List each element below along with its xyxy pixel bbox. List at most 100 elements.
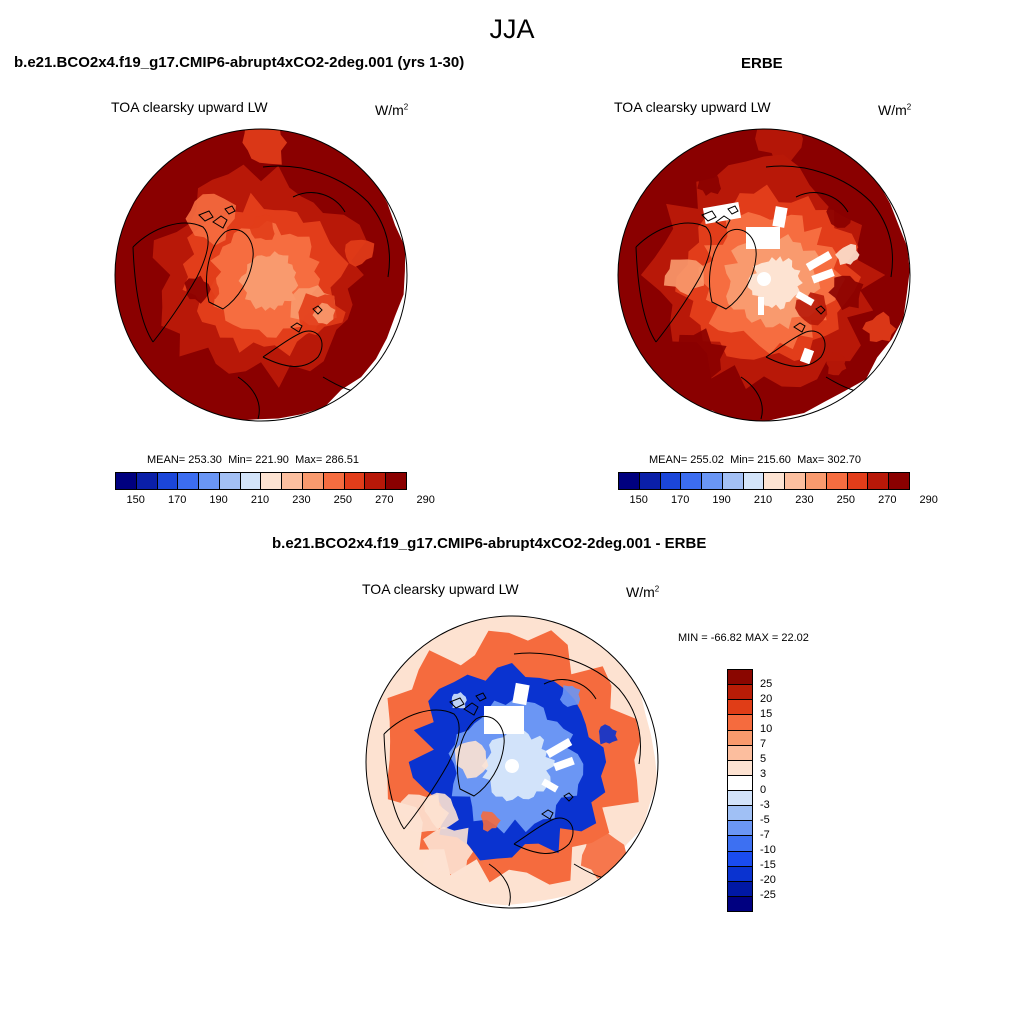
colorbar-tick-label: 190 — [712, 494, 731, 506]
colorbar-box — [728, 730, 752, 746]
coastline — [541, 792, 574, 820]
colorbar-box — [219, 473, 241, 489]
field-patch — [422, 826, 474, 879]
field-patch — [540, 853, 560, 873]
colorbar-box — [728, 836, 752, 852]
colorbar-box — [728, 760, 752, 776]
field-patch — [330, 345, 349, 366]
coastline — [793, 305, 826, 333]
colorbar-box — [639, 473, 661, 489]
colorbar-box — [728, 806, 752, 822]
colorbar-box — [240, 473, 262, 489]
obs-case-title: ERBE — [741, 55, 783, 72]
field-patch — [697, 168, 721, 196]
colorbar-tick-label: -20 — [760, 873, 776, 886]
model-max: 286.51 — [325, 454, 359, 466]
colorbar-box — [178, 473, 200, 489]
colorbar-tick-label: 0 — [760, 783, 767, 796]
missing-data-patch — [553, 756, 575, 772]
diff-units-label: W/m2 — [626, 584, 660, 600]
missing-data-patch — [772, 206, 788, 228]
map-boundary — [114, 128, 408, 422]
colorbar-tick-label: 190 — [209, 494, 228, 506]
colorbar-box — [743, 473, 765, 489]
field-patch — [828, 275, 864, 311]
colorbar-box — [785, 473, 807, 489]
obs-colorbar — [618, 472, 910, 490]
coastline — [206, 229, 254, 310]
coastline — [765, 330, 826, 367]
field-patch — [344, 239, 375, 267]
field-band — [238, 251, 299, 311]
colorbar-tick-label: 250 — [333, 494, 353, 506]
colorbar-box — [826, 473, 848, 489]
obs-polar-map — [617, 128, 911, 422]
field-patch — [312, 302, 336, 325]
colorbar-tick-label: 170 — [670, 494, 690, 506]
obs-units-label: W/m2 — [878, 102, 912, 118]
obs-variable-label: TOA clearsky upward LW — [614, 99, 771, 115]
field-patch — [835, 243, 860, 265]
model-min: 221.90 — [255, 454, 289, 466]
coastline — [765, 165, 893, 278]
diff-stats: MIN = -66.82 MAX = 22.02 — [678, 632, 809, 644]
map-boundary — [365, 615, 659, 909]
missing-data-patch — [805, 251, 833, 271]
colorbar-tick-label: 7 — [760, 738, 767, 751]
coastline — [198, 205, 236, 229]
missing-data-patch — [811, 268, 835, 284]
obs-min: 215.60 — [757, 454, 791, 466]
colorbar-tick-label: 290 — [919, 494, 938, 506]
field-patch — [669, 328, 727, 386]
diff-polar-map — [365, 615, 659, 909]
coastline — [383, 709, 460, 830]
colorbar-box — [728, 866, 752, 882]
field-patch — [862, 311, 897, 342]
coastline — [457, 716, 505, 797]
field-patch — [424, 792, 459, 829]
colorbar-tick-label: 270 — [375, 494, 394, 506]
field-patch — [663, 259, 704, 296]
coastline — [513, 652, 641, 765]
colorbar-box — [728, 896, 752, 911]
colorbar-box — [116, 473, 137, 489]
colorbar-tick-label: 270 — [878, 494, 897, 506]
colorbar-tick-label: 290 — [416, 494, 435, 506]
model-case-title: b.e21.BCO2x4.f19_g17.CMIP6-abrupt4xCO2-2… — [14, 54, 465, 71]
missing-data-patch — [541, 778, 559, 793]
colorbar-box — [722, 473, 744, 489]
coastline — [290, 305, 323, 333]
colorbar-box — [728, 670, 752, 686]
colorbar-tick-label: 10 — [760, 723, 773, 736]
colorbar-box — [889, 473, 909, 489]
model-polar-map — [114, 128, 408, 422]
pole-hole — [757, 272, 771, 286]
colorbar-tick-label: -5 — [760, 813, 770, 826]
colorbar-box — [386, 473, 406, 489]
field-patch — [826, 194, 856, 228]
colorbar-tick-label: 210 — [250, 494, 270, 506]
colorbar-box — [868, 473, 890, 489]
diff-colorbar — [727, 669, 753, 912]
field-band — [748, 256, 803, 310]
colorbar-box — [728, 881, 752, 897]
missing-data-patch — [758, 297, 764, 315]
colorbar-tick-label: -15 — [760, 858, 776, 871]
colorbar-tick-label: 25 — [760, 678, 773, 691]
missing-data-patch — [484, 706, 524, 734]
colorbar-box — [728, 685, 752, 701]
colorbar-box — [157, 473, 179, 489]
diff-max: 22.02 — [781, 632, 809, 644]
diff-variable-label: TOA clearsky upward LW — [362, 581, 519, 597]
coastline — [709, 229, 757, 310]
colorbar-box — [303, 473, 324, 489]
colorbar-box — [323, 473, 345, 489]
coastline — [449, 692, 487, 716]
season-title: JJA — [489, 14, 535, 44]
colorbar-box — [806, 473, 827, 489]
colorbar-box — [728, 700, 752, 716]
colorbar-tick-label: 5 — [760, 753, 767, 766]
colorbar-box — [660, 473, 682, 489]
obs-stats: MEAN= 255.02 Min= 215.60 Max= 302.70 — [649, 454, 861, 466]
missing-data-patch — [799, 347, 815, 365]
